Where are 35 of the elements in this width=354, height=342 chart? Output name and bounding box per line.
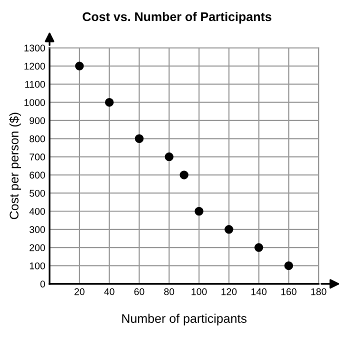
x-tick-label: 140 [251, 288, 267, 296]
y-tick-label: 100 [30, 262, 46, 270]
point [164, 152, 174, 162]
y-tick-label: 800 [30, 135, 46, 142]
y-tick-label: 1200 [24, 62, 46, 70]
y-tick-label: 0 [40, 280, 46, 288]
y-tick-label: 400 [29, 208, 46, 215]
x-tick-label: 80 [164, 288, 174, 296]
y-tick-label: 900 [30, 117, 46, 124]
point [254, 243, 264, 252]
x-tick-label: 20 [74, 288, 84, 296]
x-tick-label: 180 [311, 288, 326, 296]
x-tick-label: 120 [222, 288, 237, 296]
point [224, 225, 234, 234]
point [134, 134, 144, 144]
y-tick-label: 1100 [25, 80, 46, 88]
point [104, 98, 114, 107]
point [194, 206, 204, 216]
chart-title: Cost vs. Number of Participants [82, 12, 272, 24]
y-axis-title: Cost per person ($) [9, 112, 21, 220]
x-tick-label: 160 [281, 288, 296, 296]
x-tick-label: 40 [104, 288, 114, 296]
point [180, 170, 188, 180]
y-tick-label: 1300 [24, 44, 46, 52]
y-tick-label: 200 [30, 244, 46, 252]
x-axis-title: Number of participants [122, 314, 247, 326]
x-tick-label: 60 [134, 288, 144, 296]
y-tick-label: 1000 [24, 99, 46, 106]
point [284, 261, 294, 270]
y-tick-label: 500 [30, 190, 46, 197]
y-tick-label: 600 [30, 172, 46, 179]
x-tick-label: 100 [192, 288, 207, 296]
y-tick-label: 700 [30, 154, 46, 160]
point [75, 62, 84, 70]
y-tick-label: 300 [30, 226, 46, 234]
